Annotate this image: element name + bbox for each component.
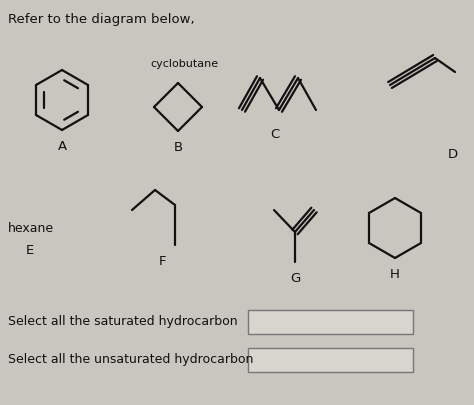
Text: H: H — [390, 268, 400, 281]
Text: A: A — [57, 140, 66, 153]
Text: cyclobutane: cyclobutane — [150, 59, 218, 69]
Text: Select all the unsaturated hydrocarbon: Select all the unsaturated hydrocarbon — [8, 354, 254, 367]
Text: C: C — [270, 128, 280, 141]
Text: D: D — [448, 148, 458, 161]
Text: B: B — [173, 141, 182, 154]
Text: G: G — [290, 272, 300, 285]
Text: Select all the saturated hydrocarbon: Select all the saturated hydrocarbon — [8, 315, 237, 328]
Text: F: F — [159, 255, 167, 268]
Text: Refer to the diagram below,: Refer to the diagram below, — [8, 13, 195, 26]
FancyBboxPatch shape — [248, 310, 413, 334]
Text: hexane: hexane — [8, 222, 54, 235]
Text: E: E — [26, 244, 34, 257]
FancyBboxPatch shape — [248, 348, 413, 372]
